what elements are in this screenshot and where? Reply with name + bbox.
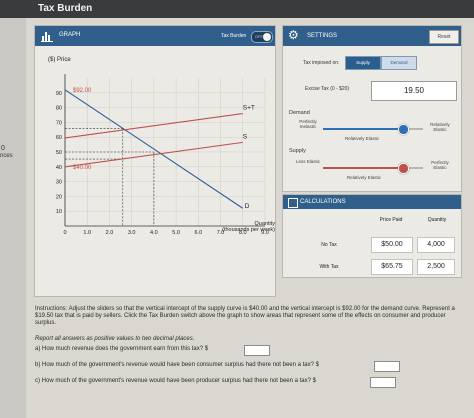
graph-header: GRAPH Tax Burden OFF bbox=[35, 26, 275, 46]
quantity-header: Quantity bbox=[427, 217, 447, 223]
y-tick-label: 40 bbox=[56, 165, 62, 171]
bar-chart-icon bbox=[41, 32, 53, 42]
y-tick-label: 70 bbox=[56, 120, 62, 126]
answer-b-input[interactable] bbox=[374, 361, 400, 372]
y-tick-label: 90 bbox=[56, 91, 62, 97]
intercept-annotation: $92.00 bbox=[73, 88, 92, 94]
supply-slider-knob[interactable] bbox=[398, 163, 409, 174]
demand-slider-fill bbox=[323, 128, 403, 130]
answer-a-input[interactable] bbox=[244, 345, 270, 356]
answer-c-input[interactable] bbox=[370, 377, 396, 388]
series-label: S bbox=[243, 133, 248, 140]
settings-header: ⚙ SETTINGS Reset bbox=[283, 26, 461, 46]
series-line-d bbox=[64, 89, 244, 209]
question-a: a) How much revenue does the government … bbox=[35, 346, 209, 352]
demand-elasticity-slider[interactable] bbox=[323, 128, 423, 130]
report-note: Report all answers as positive values to… bbox=[35, 336, 195, 342]
window-title: Tax Burden bbox=[38, 3, 93, 14]
toggle-state: OFF bbox=[255, 34, 263, 39]
y-tick-label: 80 bbox=[56, 106, 62, 112]
x-tick-label: 3.0 bbox=[128, 230, 136, 236]
settings-title: SETTINGS bbox=[307, 33, 338, 39]
x-tick-label: 6.0 bbox=[195, 230, 203, 236]
supply-left-label: Less Elastic bbox=[295, 159, 320, 164]
supply-elasticity-slider[interactable] bbox=[323, 167, 423, 169]
y-axis-label: ($) Price bbox=[48, 57, 71, 63]
x-tick-label: 1.0 bbox=[83, 230, 91, 236]
no-tax-price: $50.00 bbox=[371, 237, 413, 253]
tax-imposed-label: Tax imposed on: bbox=[303, 60, 340, 66]
calculations-header: CALCULATIONS bbox=[283, 195, 461, 209]
excise-tax-input[interactable]: 19.50 bbox=[371, 81, 457, 101]
y-tick-label: 10 bbox=[56, 209, 62, 215]
series-line-s bbox=[64, 141, 243, 168]
series-line-s-plus-t bbox=[64, 112, 243, 139]
series-label: D bbox=[245, 203, 250, 210]
question-c: c) How much of the government's revenue … bbox=[35, 378, 316, 384]
intercept-annotation: $40.00 bbox=[73, 165, 92, 171]
sidebar-number: 0 bbox=[1, 145, 5, 152]
with-tax-price: $65.75 bbox=[371, 259, 413, 275]
calculations-panel: CALCULATIONS Price Paid Quantity No Tax … bbox=[282, 194, 462, 278]
supply-demand-chart: 10 20 30 40 50 60 70 80 90 0 1.0 2.0 3.0 4.0 5.0 6.0 7.0… bbox=[56, 74, 269, 236]
toggle-knob[interactable] bbox=[263, 33, 271, 41]
demand-left-label: Perfectly Inelastic bbox=[299, 119, 317, 129]
demand-section-label: Demand bbox=[289, 110, 310, 116]
x-tick-label: 5.0 bbox=[172, 230, 180, 236]
graph-title: GRAPH bbox=[59, 32, 81, 38]
graph-panel: GRAPH Tax Burden OFF ($) Price 10 20 30 40 5… bbox=[34, 25, 276, 297]
calculator-icon bbox=[288, 198, 298, 208]
row-with-tax-label: With Tax bbox=[319, 264, 339, 270]
y-tick-label: 50 bbox=[56, 150, 62, 156]
supply-section-label: Supply bbox=[289, 148, 306, 154]
demand-slider-knob[interactable] bbox=[398, 124, 409, 135]
y-tick-label: 60 bbox=[56, 135, 62, 141]
tax-on-demand-button[interactable]: Demand bbox=[381, 56, 417, 70]
tax-burden-label: Tax Burden bbox=[221, 33, 247, 39]
y-tick-label: 30 bbox=[56, 180, 62, 186]
supply-mid-label: Relatively Elastic bbox=[347, 175, 382, 180]
settings-panel: ⚙ SETTINGS Reset Tax imposed on: Supply … bbox=[282, 25, 462, 192]
instructions-text: Instructions: Adjust the sliders so that… bbox=[35, 306, 455, 326]
x-axis-label-line1: Quantity bbox=[254, 221, 275, 227]
x-axis-label-line2: (thousands per week) bbox=[222, 227, 275, 233]
question-b: b) How much of the government's revenue … bbox=[35, 362, 319, 368]
x-tick-label: 8.0 bbox=[239, 230, 247, 236]
price-paid-header: Price Paid bbox=[379, 217, 403, 223]
supply-slider-fill bbox=[323, 167, 403, 169]
x-tick-label: 0 bbox=[63, 230, 66, 236]
demand-right-label: Relatively Elastic bbox=[430, 122, 450, 132]
calculations-title: CALCULATIONS bbox=[300, 199, 346, 205]
row-no-tax-label: No Tax bbox=[321, 242, 337, 248]
supply-right-label: Perfectly Elastic bbox=[431, 160, 449, 170]
excise-tax-label: Excise Tax (0 - $20) bbox=[305, 86, 350, 92]
tax-burden-toggle[interactable]: OFF bbox=[251, 31, 273, 43]
x-axis-label: Quantity (thousands per week) bbox=[215, 221, 275, 233]
tax-on-supply-button[interactable]: Supply bbox=[345, 56, 381, 70]
series-label: S+T bbox=[243, 105, 255, 112]
y-tick-label: 20 bbox=[56, 194, 62, 200]
reset-button[interactable]: Reset bbox=[429, 30, 459, 44]
title-bar: Tax Burden bbox=[0, 0, 474, 18]
x-tick-label: 2.0 bbox=[106, 230, 114, 236]
with-tax-quantity: 2,500 bbox=[417, 259, 455, 275]
gear-icon: ⚙ bbox=[288, 28, 299, 42]
x-tick-label: 7.0 bbox=[217, 230, 225, 236]
no-tax-quantity: 4,000 bbox=[417, 237, 455, 253]
x-tick-label: 4.0 bbox=[150, 230, 158, 236]
sidebar-label: nces bbox=[0, 153, 13, 159]
x-tick-label: 9.0 bbox=[261, 230, 269, 236]
left-sidebar: 0 nces bbox=[0, 18, 26, 418]
demand-mid-label: Relatively Elastic bbox=[345, 136, 380, 141]
